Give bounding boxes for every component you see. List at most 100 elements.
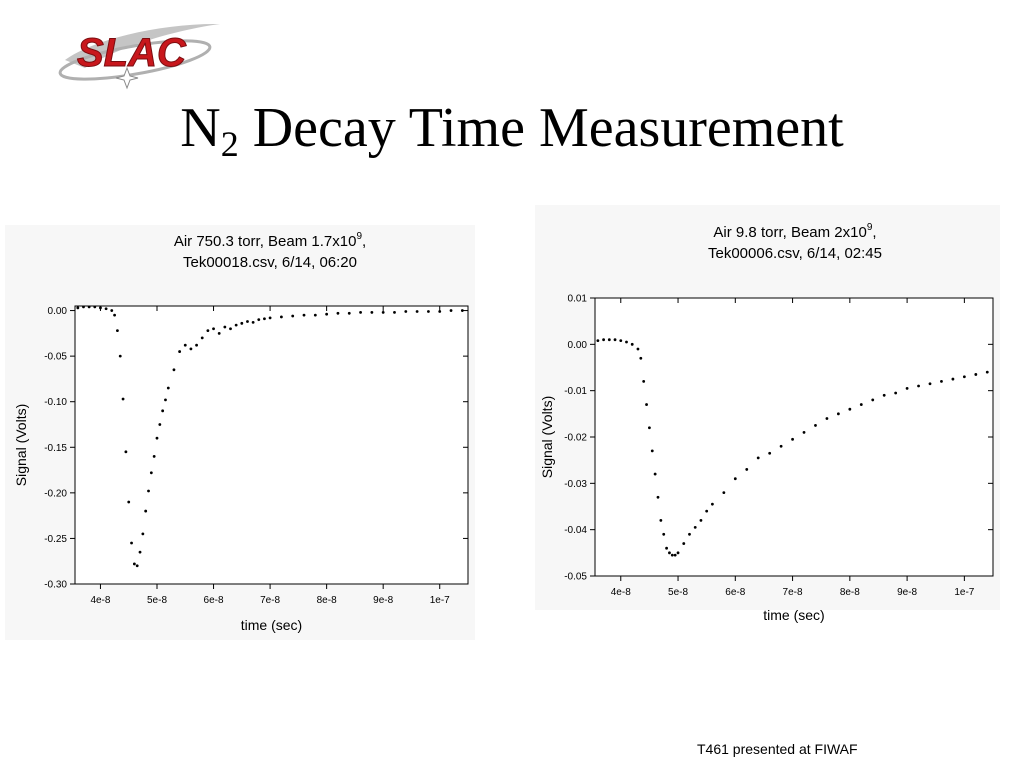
title-subscript: 2	[220, 124, 239, 164]
chart2-data-point	[733, 477, 737, 481]
chart2-data-point	[859, 403, 863, 406]
chart1-xlabel: time (sec)	[241, 617, 302, 633]
chart2-data-point	[656, 495, 660, 499]
chart1-data-point	[99, 306, 102, 310]
chart1-data-point	[206, 329, 210, 333]
chart1-xtick-label: 8e-8	[317, 595, 337, 606]
chart2-data-point	[662, 532, 666, 536]
chart2-data-point	[607, 338, 611, 342]
chart2-ylabel: Signal (Volts)	[539, 396, 555, 478]
chart2-data-point	[642, 380, 646, 383]
chart1-ytick-label: -0.05	[44, 352, 67, 363]
chart1-xtick-label: 6e-8	[204, 595, 224, 606]
chart2-ytick-label: 0.01	[568, 294, 588, 305]
chart2-data-point	[639, 356, 643, 360]
chart1-ytick-label: 0.00	[48, 306, 68, 317]
chart2-data-point	[682, 542, 686, 545]
chart2-data-point	[974, 373, 978, 376]
chart2-data-point	[650, 449, 654, 453]
logo-star	[115, 66, 139, 90]
chart2-xtick-label: 4e-8	[611, 587, 631, 598]
chart2-data-point	[596, 339, 600, 343]
chart1-data-point	[200, 336, 204, 340]
chart2-data-point	[625, 340, 628, 344]
chart1-data-point	[110, 309, 114, 312]
chart1-data-point	[240, 321, 244, 325]
chart2-title-line2: Tek00006.csv, 6/14, 02:45	[708, 245, 882, 262]
chart1-xtick-label: 9e-8	[373, 595, 393, 606]
chart2-data-point	[710, 502, 714, 506]
chart1-data-point	[370, 310, 374, 314]
chart1-data-point	[279, 315, 283, 319]
chart1-data-point	[116, 329, 119, 333]
chart2-data-point	[670, 553, 674, 557]
chart2-xtick-label: 6e-8	[725, 587, 745, 598]
chart1-data-point	[93, 305, 97, 309]
chart1-data-point	[178, 350, 182, 353]
chart2-data-point	[613, 338, 617, 342]
chart2-data-point	[648, 426, 651, 430]
chart2-data-point	[779, 444, 783, 448]
chart2-data-point	[665, 546, 668, 550]
chart2-data-point	[940, 380, 943, 383]
chart2-data-point	[917, 384, 920, 388]
logo-swoosh	[65, 23, 220, 68]
chart1-data-point	[164, 398, 167, 402]
chart1-title-line1: Air 750.3 torr, Beam 1.7x109,	[174, 231, 366, 250]
chart2-title-line1: Air 9.8 torr, Beam 2x109,	[713, 222, 876, 241]
chart1-data-point	[155, 436, 159, 440]
chart1-data-point	[427, 310, 430, 313]
chart2-data-point	[882, 393, 886, 397]
chart1-data-point	[359, 310, 362, 314]
chart2-data-point	[676, 551, 680, 555]
chart2-data-point	[659, 519, 663, 522]
chart1-title-line2: Tek00018.csv, 6/14, 06:20	[183, 254, 357, 271]
chart2-ytick-label: -0.03	[564, 479, 587, 490]
chart1-data-point	[76, 306, 80, 310]
chart2-data-point	[636, 347, 640, 351]
chart2-xtick-label: 9e-8	[897, 587, 917, 598]
chart1-data-point	[449, 309, 453, 312]
chart1-data-point	[263, 317, 266, 321]
chart1-xtick-label: 7e-8	[260, 595, 280, 606]
chart2-data-point	[825, 417, 829, 420]
chart2-data-point	[951, 377, 955, 381]
chart2-ytick-label: -0.04	[564, 525, 587, 536]
chart2-data-point	[768, 451, 772, 455]
chart1-data-point	[144, 509, 148, 513]
chart1-data-point	[127, 500, 131, 504]
chart1-data-point	[381, 310, 385, 314]
chart2-data-point	[836, 412, 840, 416]
chart1-data-point	[393, 310, 396, 314]
chart1-data-point	[212, 327, 215, 331]
chart2-data-point	[894, 391, 898, 395]
footer-text: T461 presented at FIWAF	[697, 741, 858, 757]
chart2-ytick-label: -0.01	[564, 386, 587, 397]
chart2-data-point	[688, 532, 691, 536]
chart2-data-point	[802, 430, 806, 434]
chart2-data-point	[673, 553, 677, 557]
chart2-data-point	[814, 424, 817, 427]
chart2-data-point	[848, 407, 852, 411]
chart1-data-point	[404, 310, 408, 313]
chart1-data-point	[82, 305, 85, 309]
chart1-data-point	[166, 386, 170, 390]
chart2-data-point	[705, 509, 709, 513]
chart2-data-point	[745, 468, 749, 471]
logo-orbit	[58, 39, 212, 81]
chart1-data-point	[147, 489, 150, 493]
chart2-data-point	[791, 437, 794, 441]
chart1-data-point	[158, 423, 162, 426]
chart1-data-point	[195, 343, 198, 347]
chart1-ytick-label: -0.25	[44, 534, 67, 545]
chart2-data-point	[722, 491, 726, 494]
chart2-xtick-label: 1e-7	[954, 587, 974, 598]
chart1-data-point	[135, 564, 139, 568]
chart1-data-point	[87, 305, 91, 309]
chart1-data-point	[313, 313, 317, 317]
chart1-xtick-label: 4e-8	[90, 595, 110, 606]
chart1-data-point	[132, 562, 136, 566]
chart1-data-point	[415, 310, 419, 313]
chart1-ytick-label: -0.15	[44, 443, 67, 454]
chart1-data-point	[325, 312, 329, 316]
